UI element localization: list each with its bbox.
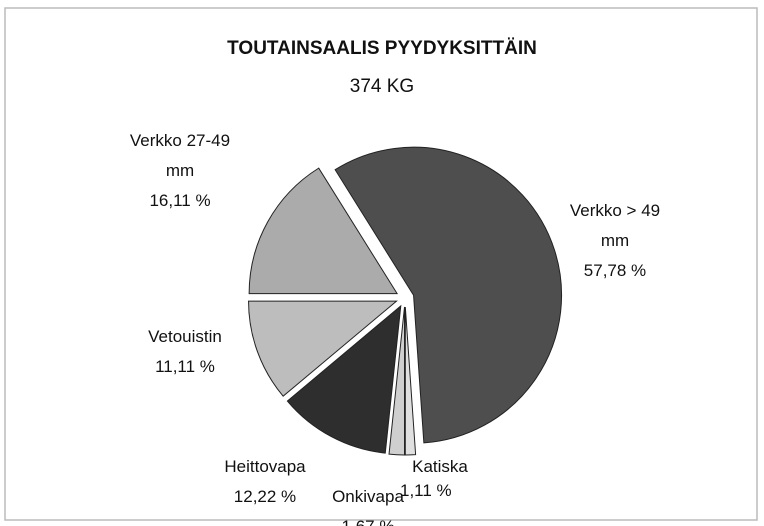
- slice-label: Vetouistin 11,11 %: [125, 322, 245, 382]
- slice-label: Heittovapa 12,22 %: [205, 452, 325, 512]
- chart-frame: [4, 7, 758, 521]
- pie-slice: [248, 300, 398, 397]
- slice-category: Vetouistin: [148, 327, 222, 346]
- pie-slice: [404, 306, 417, 456]
- slice-category: Verkko 27-49 mm: [129, 131, 231, 180]
- slice-value: 1,67 %: [318, 512, 418, 526]
- pie-slice: [248, 167, 399, 295]
- chart-title: TOUTAINSAALIS PYYDYKSITTÄIN: [227, 38, 537, 59]
- slice-label: Verkko > 49 mm 57,78 %: [555, 196, 675, 286]
- slice-category: Onkivapa: [332, 487, 404, 506]
- pie-slice: [286, 304, 402, 454]
- slice-value: 12,22 %: [233, 487, 297, 506]
- slice-value: 57,78 %: [583, 261, 647, 280]
- slice-label: Katiska 1,11 %: [400, 452, 480, 500]
- chart-subtitle: 374 KG: [349, 76, 415, 97]
- pie-slice: [388, 306, 406, 456]
- slice-value: 11,11 %: [155, 357, 215, 376]
- slice-category: Heittovapa: [224, 457, 306, 476]
- slice-category: Verkko > 49 mm: [569, 201, 661, 250]
- slice-value: 1,11 %: [400, 481, 452, 500]
- slice-category: Katiska: [412, 457, 468, 476]
- slice-value: 16,11 %: [149, 191, 211, 210]
- pie-slice: [334, 146, 563, 444]
- slice-label: Verkko 27-49 mm 16,11 %: [115, 126, 245, 216]
- slice-label: Onkivapa 1,67 %: [318, 482, 418, 526]
